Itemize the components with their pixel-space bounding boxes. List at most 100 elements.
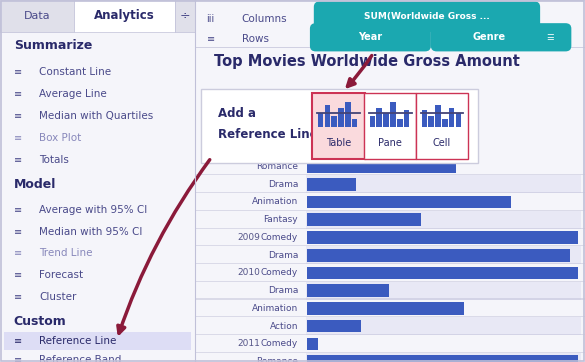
Bar bbox=[195, 245, 585, 246]
Text: 2011: 2011 bbox=[238, 340, 260, 348]
Text: ≡: ≡ bbox=[13, 355, 22, 362]
Text: Summarize: Summarize bbox=[13, 39, 92, 52]
Text: ≡: ≡ bbox=[13, 227, 22, 237]
Text: Constant Line: Constant Line bbox=[39, 67, 111, 77]
FancyBboxPatch shape bbox=[310, 23, 431, 51]
Text: Reference Band: Reference Band bbox=[39, 355, 121, 362]
Text: Median with 95% CI: Median with 95% CI bbox=[39, 227, 142, 237]
Bar bbox=[195, 316, 585, 317]
Text: ≡: ≡ bbox=[13, 205, 22, 215]
Text: Data: Data bbox=[24, 11, 50, 21]
Text: Comedy: Comedy bbox=[261, 340, 298, 348]
Text: 2010: 2010 bbox=[238, 269, 260, 277]
Text: ≡: ≡ bbox=[13, 67, 22, 77]
Text: Average with 95% CI: Average with 95% CI bbox=[39, 205, 147, 215]
Bar bbox=[307, 214, 421, 226]
Bar bbox=[195, 228, 585, 229]
Bar bbox=[195, 263, 585, 264]
Bar bbox=[306, 317, 581, 335]
Text: ≡: ≡ bbox=[13, 270, 22, 280]
FancyBboxPatch shape bbox=[201, 89, 478, 163]
Bar bbox=[306, 246, 581, 264]
Text: Average Line: Average Line bbox=[39, 89, 106, 99]
Bar bbox=[318, 113, 324, 127]
Bar bbox=[383, 113, 389, 127]
Bar bbox=[195, 281, 585, 282]
Text: ÷: ÷ bbox=[180, 9, 190, 22]
Bar bbox=[352, 119, 357, 127]
FancyBboxPatch shape bbox=[416, 93, 469, 159]
Bar bbox=[370, 116, 375, 127]
Text: Top Movies Worldwide Gross Amount: Top Movies Worldwide Gross Amount bbox=[214, 54, 520, 69]
Bar bbox=[195, 174, 585, 175]
Text: Romance: Romance bbox=[256, 162, 298, 171]
Bar bbox=[390, 102, 395, 127]
Bar bbox=[307, 302, 464, 315]
Bar bbox=[307, 249, 570, 261]
Text: Table: Table bbox=[326, 138, 351, 148]
Text: Box Plot: Box Plot bbox=[39, 133, 81, 143]
Text: ≡: ≡ bbox=[13, 155, 22, 165]
Text: Action: Action bbox=[270, 322, 298, 331]
Text: SUM(Worldwide Gross ...: SUM(Worldwide Gross ... bbox=[364, 12, 490, 21]
Bar bbox=[0, 0, 74, 32]
Bar bbox=[307, 178, 356, 190]
Text: Fantasy: Fantasy bbox=[264, 215, 298, 224]
Bar bbox=[428, 116, 434, 127]
Text: Drama: Drama bbox=[268, 251, 298, 260]
FancyBboxPatch shape bbox=[312, 93, 364, 159]
Bar bbox=[4, 332, 191, 350]
Text: Animation: Animation bbox=[252, 304, 298, 313]
Text: ☰: ☰ bbox=[546, 33, 553, 42]
Bar bbox=[306, 353, 581, 362]
Bar bbox=[307, 355, 579, 362]
Bar bbox=[435, 105, 441, 127]
Bar bbox=[195, 0, 585, 47]
Text: Drama: Drama bbox=[268, 180, 298, 189]
Text: Romance: Romance bbox=[256, 357, 298, 362]
Bar bbox=[307, 285, 388, 297]
Bar bbox=[306, 175, 581, 193]
Text: Comedy: Comedy bbox=[261, 233, 298, 242]
Bar bbox=[306, 282, 581, 300]
Bar bbox=[397, 119, 402, 127]
Text: Columns: Columns bbox=[242, 14, 287, 24]
FancyBboxPatch shape bbox=[364, 93, 417, 159]
Bar bbox=[422, 110, 427, 127]
Text: Drama: Drama bbox=[268, 286, 298, 295]
Bar bbox=[338, 108, 344, 127]
Text: Rows: Rows bbox=[242, 34, 269, 44]
Bar bbox=[456, 113, 461, 127]
Text: 2009: 2009 bbox=[238, 233, 260, 242]
Text: Cell: Cell bbox=[433, 138, 451, 148]
Bar bbox=[74, 0, 176, 32]
FancyBboxPatch shape bbox=[431, 23, 572, 51]
Bar bbox=[306, 211, 581, 229]
FancyBboxPatch shape bbox=[314, 1, 540, 32]
Text: Custom: Custom bbox=[13, 315, 66, 328]
Bar bbox=[307, 320, 362, 332]
Bar bbox=[442, 119, 448, 127]
Text: Median with Quartiles: Median with Quartiles bbox=[39, 111, 153, 121]
Text: Trend Line: Trend Line bbox=[39, 248, 92, 258]
Bar bbox=[195, 352, 585, 353]
Text: Year: Year bbox=[359, 32, 383, 42]
Bar bbox=[307, 337, 318, 350]
Text: Reference Line: Reference Line bbox=[39, 336, 116, 346]
Text: ≡: ≡ bbox=[13, 89, 22, 99]
Text: Comedy: Comedy bbox=[261, 269, 298, 277]
Text: ≡: ≡ bbox=[13, 133, 22, 143]
Bar bbox=[449, 108, 455, 127]
Text: Cluster: Cluster bbox=[39, 292, 76, 302]
Text: Genre: Genre bbox=[473, 32, 506, 42]
Bar bbox=[376, 108, 382, 127]
Text: Forecast: Forecast bbox=[39, 270, 83, 280]
Text: Model: Model bbox=[13, 178, 56, 191]
Bar bbox=[195, 298, 585, 300]
Bar bbox=[307, 160, 456, 173]
Text: Analytics: Analytics bbox=[94, 9, 155, 22]
Bar bbox=[307, 266, 579, 279]
Bar bbox=[345, 102, 350, 127]
Bar bbox=[331, 116, 337, 127]
Bar bbox=[195, 334, 585, 335]
